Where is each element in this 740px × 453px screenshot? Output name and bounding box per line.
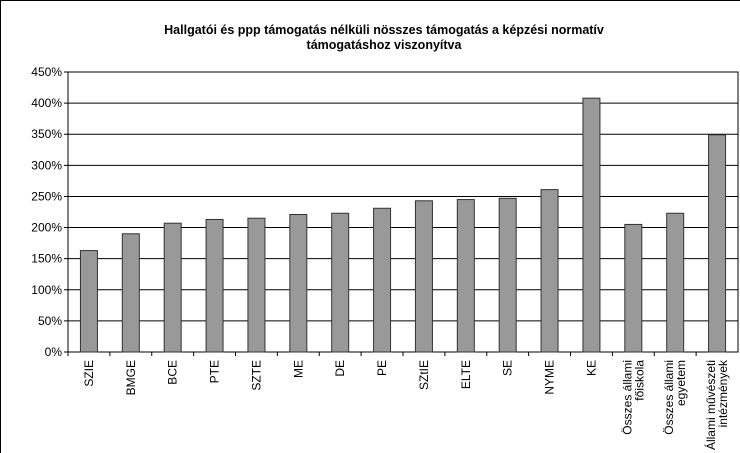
x-tick-label: SZIE <box>82 360 96 387</box>
bar <box>205 218 224 353</box>
x-tick-label: Összes államiegyetem <box>662 360 688 435</box>
bar <box>708 134 727 353</box>
y-tick-label: 0% <box>45 345 63 359</box>
x-tick-label: BCE <box>166 360 180 385</box>
bar <box>247 217 266 353</box>
y-tick-label: 350% <box>31 127 62 141</box>
x-tick-label: BMGE <box>124 360 138 395</box>
x-tick-label: SZtIE <box>417 360 431 390</box>
x-tick-label: NYME <box>543 360 557 395</box>
y-tick-label: 200% <box>31 221 62 235</box>
bar <box>289 213 308 353</box>
bar <box>331 212 350 353</box>
bar <box>79 250 98 353</box>
bar <box>414 200 433 353</box>
bar <box>498 197 517 353</box>
x-tick-label: PE <box>375 360 389 376</box>
y-tick-label: 100% <box>31 283 62 297</box>
x-tick-label: ELTE <box>459 360 473 389</box>
x-tick-label: SZTE <box>249 360 263 391</box>
x-tick-label: Állami művészetiintézmények <box>703 359 730 450</box>
y-tick-label: 150% <box>31 252 62 266</box>
x-tick-label: ME <box>291 360 305 378</box>
chart-title: Hallgatói és ppp támogatás nélküli nössz… <box>164 23 604 52</box>
y-tick-label: 400% <box>31 96 62 110</box>
bar <box>456 199 475 353</box>
bar <box>540 189 559 353</box>
bar <box>121 233 140 353</box>
x-tick-label: SE <box>501 360 515 376</box>
x-tick-label: PTE <box>208 360 222 383</box>
bar <box>163 222 182 353</box>
bar <box>582 97 601 353</box>
bar <box>624 223 643 353</box>
bar <box>666 212 685 353</box>
y-tick-label: 300% <box>31 158 62 172</box>
bar <box>373 207 392 353</box>
y-tick-label: 250% <box>31 189 62 203</box>
y-tick-label: 50% <box>38 314 62 328</box>
y-tick-label: 450% <box>31 65 62 79</box>
x-tick-label: DE <box>333 360 347 377</box>
x-tick-label: Összes államifőiskola <box>620 360 646 435</box>
x-tick-label: KE <box>584 360 598 376</box>
